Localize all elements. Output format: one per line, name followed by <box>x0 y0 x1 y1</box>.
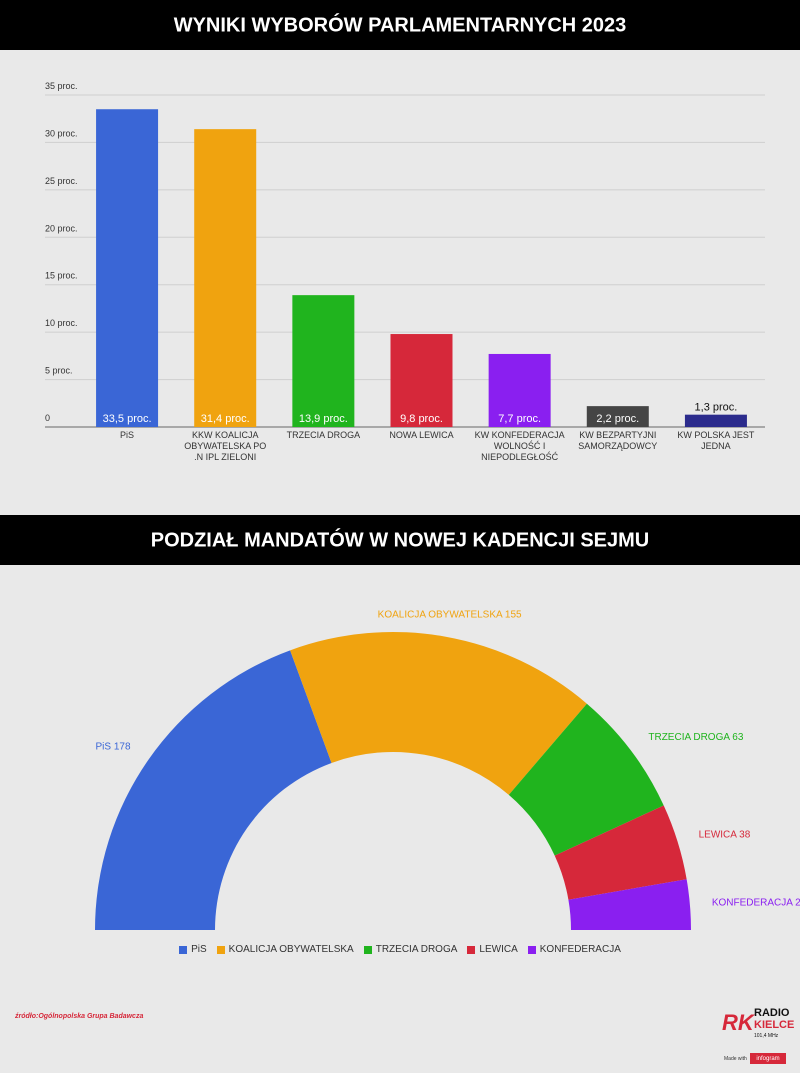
bar <box>488 353 551 427</box>
legend-swatch <box>179 945 188 954</box>
y-tick-label: 0 <box>45 413 50 423</box>
value-label: 33,5 proc. <box>103 413 152 425</box>
header-bar <box>0 0 800 50</box>
x-tick-label: KW POLSKA JEST JEDNA <box>677 430 755 451</box>
legend: PiS KOALICJA OBYWATELSKA TRZECIA DROGA LEWI… <box>0 944 800 955</box>
value-label: 9,8 proc. <box>400 413 443 425</box>
legend-swatch <box>467 945 476 954</box>
x-tick-label: NOWA LEWICA <box>389 430 454 440</box>
value-label: 7,7 proc. <box>498 413 541 425</box>
bar <box>96 109 159 427</box>
seat-segment <box>95 650 332 930</box>
logo-frequency: 101,4 MHz <box>754 1033 779 1039</box>
bar <box>390 334 453 427</box>
y-tick-label: 5 proc. <box>45 366 73 376</box>
made-with: Made with <box>724 1056 747 1062</box>
y-tick-label: 20 proc. <box>45 223 78 233</box>
value-label: LEWICA 38 <box>699 830 751 841</box>
bar <box>194 129 257 428</box>
logo-name: RADIO <box>754 1007 790 1019</box>
y-tick-label: 10 proc. <box>45 318 78 328</box>
legend-item: KONFEDERACJA <box>527 944 621 955</box>
legend-swatch <box>527 945 536 954</box>
logo-mark: RK <box>722 1010 756 1035</box>
brand-badge <box>750 1053 786 1064</box>
value-label: 13,9 proc. <box>299 413 348 425</box>
legend-label: PiS <box>191 944 207 955</box>
legend-item: LEWICA <box>467 944 518 955</box>
legend-label: TRZECIA DROGA <box>375 944 458 955</box>
legend-swatch <box>363 945 372 954</box>
chart-title: PODZIAŁ MANDATÓW W NOWEJ KADENCJI SEJMU <box>151 527 650 551</box>
value-label: 1,3 proc. <box>695 402 738 414</box>
seat-segment <box>554 805 687 900</box>
value-label: 31,4 proc. <box>201 413 250 425</box>
y-tick-label: 30 proc. <box>45 128 78 138</box>
bar <box>684 414 747 427</box>
header-bar <box>0 515 800 565</box>
x-tick-label: PiS <box>120 430 135 440</box>
seat-segment <box>568 879 691 930</box>
y-tick-label: 25 proc. <box>45 176 78 186</box>
x-tick-label: TRZECIA DROGA <box>286 430 361 440</box>
value-label: PiS 178 <box>96 742 131 753</box>
value-label: TRZECIA DROGA 63 <box>648 732 743 743</box>
bar <box>586 406 649 427</box>
value-label: KONFEDERACJA 25 <box>712 897 800 908</box>
logo-city: KIELCE <box>754 1019 794 1031</box>
chart-title: WYNIKI WYBORÓW PARLAMENTARNYCH 2023 <box>174 12 627 36</box>
legend-swatch <box>216 945 225 954</box>
legend-label: LEWICA <box>479 944 518 955</box>
bar <box>292 295 355 427</box>
value-label: KOALICJA OBYWATELSKA 155 <box>378 610 522 621</box>
legend-item: PiS <box>179 944 207 955</box>
legend-label: KOALICJA OBYWATELSKA <box>228 944 354 955</box>
legend-item: TRZECIA DROGA <box>363 944 458 955</box>
seat-segment <box>508 703 664 856</box>
legend-label: KONFEDERACJA <box>539 944 621 955</box>
y-tick-label: 15 proc. <box>45 271 78 281</box>
x-tick-label: KKW KOALICJA OBYWATELSKA PO .N IPL ZIELO… <box>184 430 267 462</box>
x-tick-label: KW KONFEDERACJA WOLNOŚĆ I NIEPODLEGŁOŚĆ <box>474 430 565 462</box>
x-tick-label: KW BEZPARTYJNI SAMORZĄDOWCY <box>578 430 658 451</box>
legend-item: KOALICJA OBYWATELSKA <box>216 944 354 955</box>
source-note: źródło:Ogólnopolska Grupa Badawcza <box>14 1013 143 1020</box>
seat-segment <box>290 631 587 795</box>
y-tick-label: 35 proc. <box>45 81 78 91</box>
value-label: 2,2 proc. <box>596 413 639 425</box>
brand: infogram <box>756 1056 779 1062</box>
